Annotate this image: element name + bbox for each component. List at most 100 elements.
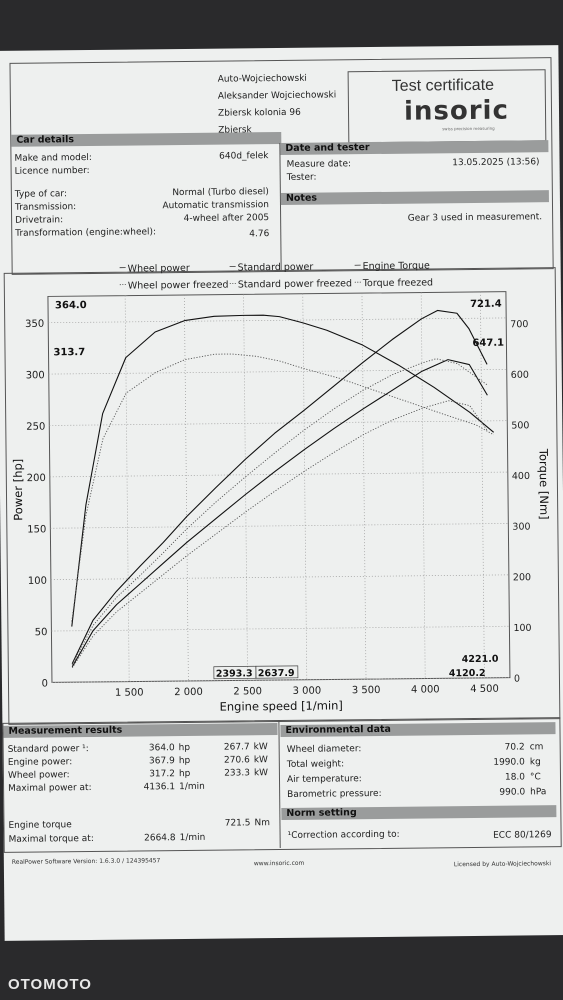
norm-value: ECC 80/1269 <box>493 830 552 841</box>
result-unit: hp <box>178 755 191 767</box>
env-unit: hPa <box>530 787 547 798</box>
env-value: 990.0 <box>499 787 526 798</box>
x-axis-label: Engine speed [1/min] <box>219 698 342 713</box>
y-gridline <box>48 368 507 375</box>
torque-unit-2: Nm <box>254 818 271 829</box>
y-gridline <box>50 523 509 529</box>
env-label: Wheel diameter: <box>286 744 362 755</box>
otomoto-watermark: OTOMOTO <box>8 976 92 993</box>
torque-unit: 1/min <box>179 832 206 844</box>
y-axis-label: Power [hp] <box>11 459 26 521</box>
x-gridline <box>243 294 248 681</box>
rpm-box-2 <box>255 665 299 679</box>
series-line <box>71 309 488 664</box>
y-tick-label: 0 <box>42 678 48 689</box>
series-line <box>71 353 494 622</box>
torque-label: Maximal torque at: <box>8 833 94 845</box>
x-tick-label: 2 500 <box>233 686 262 697</box>
env-value: 18.0 <box>504 772 526 783</box>
result-value: 4136.1 <box>143 782 176 793</box>
result-label: Engine power: <box>7 757 73 768</box>
env-label: Air temperature: <box>286 774 362 785</box>
y2-tick-label: 100 <box>513 623 531 634</box>
torque-end-label: 647.1 <box>472 338 504 349</box>
y2-tick-label: 700 <box>510 319 528 330</box>
watermark-text: OTOMOTO <box>8 976 92 993</box>
result-value: 367.9 <box>148 756 175 767</box>
legend-entry: Engine Torque <box>363 260 430 272</box>
torque-value: 2664.8 <box>144 833 176 844</box>
y2-axis-label: Torque [Nm] <box>537 448 552 520</box>
rpm-high-2-label: 4120.2 <box>449 668 486 679</box>
legend-entry: Torque freezed <box>362 277 433 289</box>
result-value: 364.0 <box>148 743 175 754</box>
env-label: Barometric pressure: <box>287 788 382 800</box>
y2-tick-label: 600 <box>511 370 529 381</box>
x-tick-label: 3 000 <box>293 686 322 697</box>
x-tick-label: 1 500 <box>115 687 144 698</box>
result-value-2: 233.3 <box>224 768 250 779</box>
y-gridline <box>48 317 507 324</box>
y-tick-label: 300 <box>26 370 45 381</box>
env-value: 1990.0 <box>493 757 525 768</box>
result-value: 317.2 <box>149 769 175 780</box>
result-unit: hp <box>178 742 191 754</box>
result-label: Maximal power at: <box>8 783 92 794</box>
result-label: Standard power ¹: <box>7 744 89 755</box>
y-tick-label: 100 <box>28 576 47 587</box>
y-tick-label: 50 <box>35 627 48 638</box>
y-tick-label: 250 <box>26 422 45 433</box>
licensed-by: Licensed by Auto-Wojciechowski <box>453 860 552 869</box>
legend-entry: Standard power freezed <box>238 278 352 290</box>
series-line <box>71 358 488 665</box>
series-line <box>71 359 488 668</box>
torque-value-2: 721.5 <box>224 818 251 829</box>
peak-power-label: 364.0 <box>55 300 87 311</box>
series-line <box>71 314 495 627</box>
test-certificate-sheet: Auto-Wojciechowski Aleksander Wojciechow… <box>0 45 563 941</box>
y-tick-label: 200 <box>27 473 46 484</box>
legend-entry: Wheel power freezed <box>128 280 229 292</box>
peak-torque-label: 721.4 <box>470 299 502 310</box>
y-gridline <box>49 471 508 478</box>
y2-tick-label: 500 <box>511 420 529 431</box>
y-tick-label: 150 <box>27 524 46 535</box>
y2-tick-label: 200 <box>513 572 531 583</box>
x-tick-label: 2 000 <box>174 687 203 698</box>
rpm-low-2-label: 2637.9 <box>258 668 295 679</box>
y2-tick-label: 0 <box>514 674 520 685</box>
env-unit: cm <box>529 742 544 753</box>
x-tick-label: 4 500 <box>470 684 499 695</box>
x-gridline <box>361 293 367 680</box>
series-line <box>71 400 489 669</box>
torque-label: Engine torque <box>8 820 72 831</box>
env-label: Total weight: <box>286 759 345 770</box>
rpm-high-1-label: 4221.0 <box>462 654 499 665</box>
env-value: 70.2 <box>504 742 525 753</box>
legend-entry: Standard power <box>238 262 314 274</box>
x-tick-label: 3 500 <box>352 685 381 696</box>
env-unit: °C <box>529 772 541 783</box>
y-gridline <box>51 677 510 683</box>
result-unit-2: kW <box>253 742 268 753</box>
legend-entry: Wheel power <box>128 263 190 275</box>
x-gridline <box>420 292 426 679</box>
x-gridline <box>302 293 308 680</box>
wheel-power-peak-label: 313.7 <box>53 347 85 358</box>
result-unit-2: kW <box>253 768 269 779</box>
x-gridline <box>183 295 189 681</box>
y-tick-label: 350 <box>25 319 44 330</box>
y2-tick-label: 300 <box>512 522 530 533</box>
website-link[interactable]: www.insoric.com <box>253 859 305 868</box>
result-value-2: 270.6 <box>223 755 250 766</box>
result-label: Wheel power: <box>7 770 70 781</box>
result-value-2: 267.7 <box>223 742 250 753</box>
y2-tick-label: 400 <box>512 471 530 482</box>
result-unit: hp <box>178 768 191 780</box>
result-unit-2: kW <box>253 755 268 766</box>
result-unit: 1/min <box>179 781 205 793</box>
plot-area <box>47 291 511 683</box>
x-tick-label: 4 000 <box>411 684 440 695</box>
rpm-low-1-label: 2393.3 <box>216 668 253 679</box>
x-gridline <box>480 291 485 678</box>
